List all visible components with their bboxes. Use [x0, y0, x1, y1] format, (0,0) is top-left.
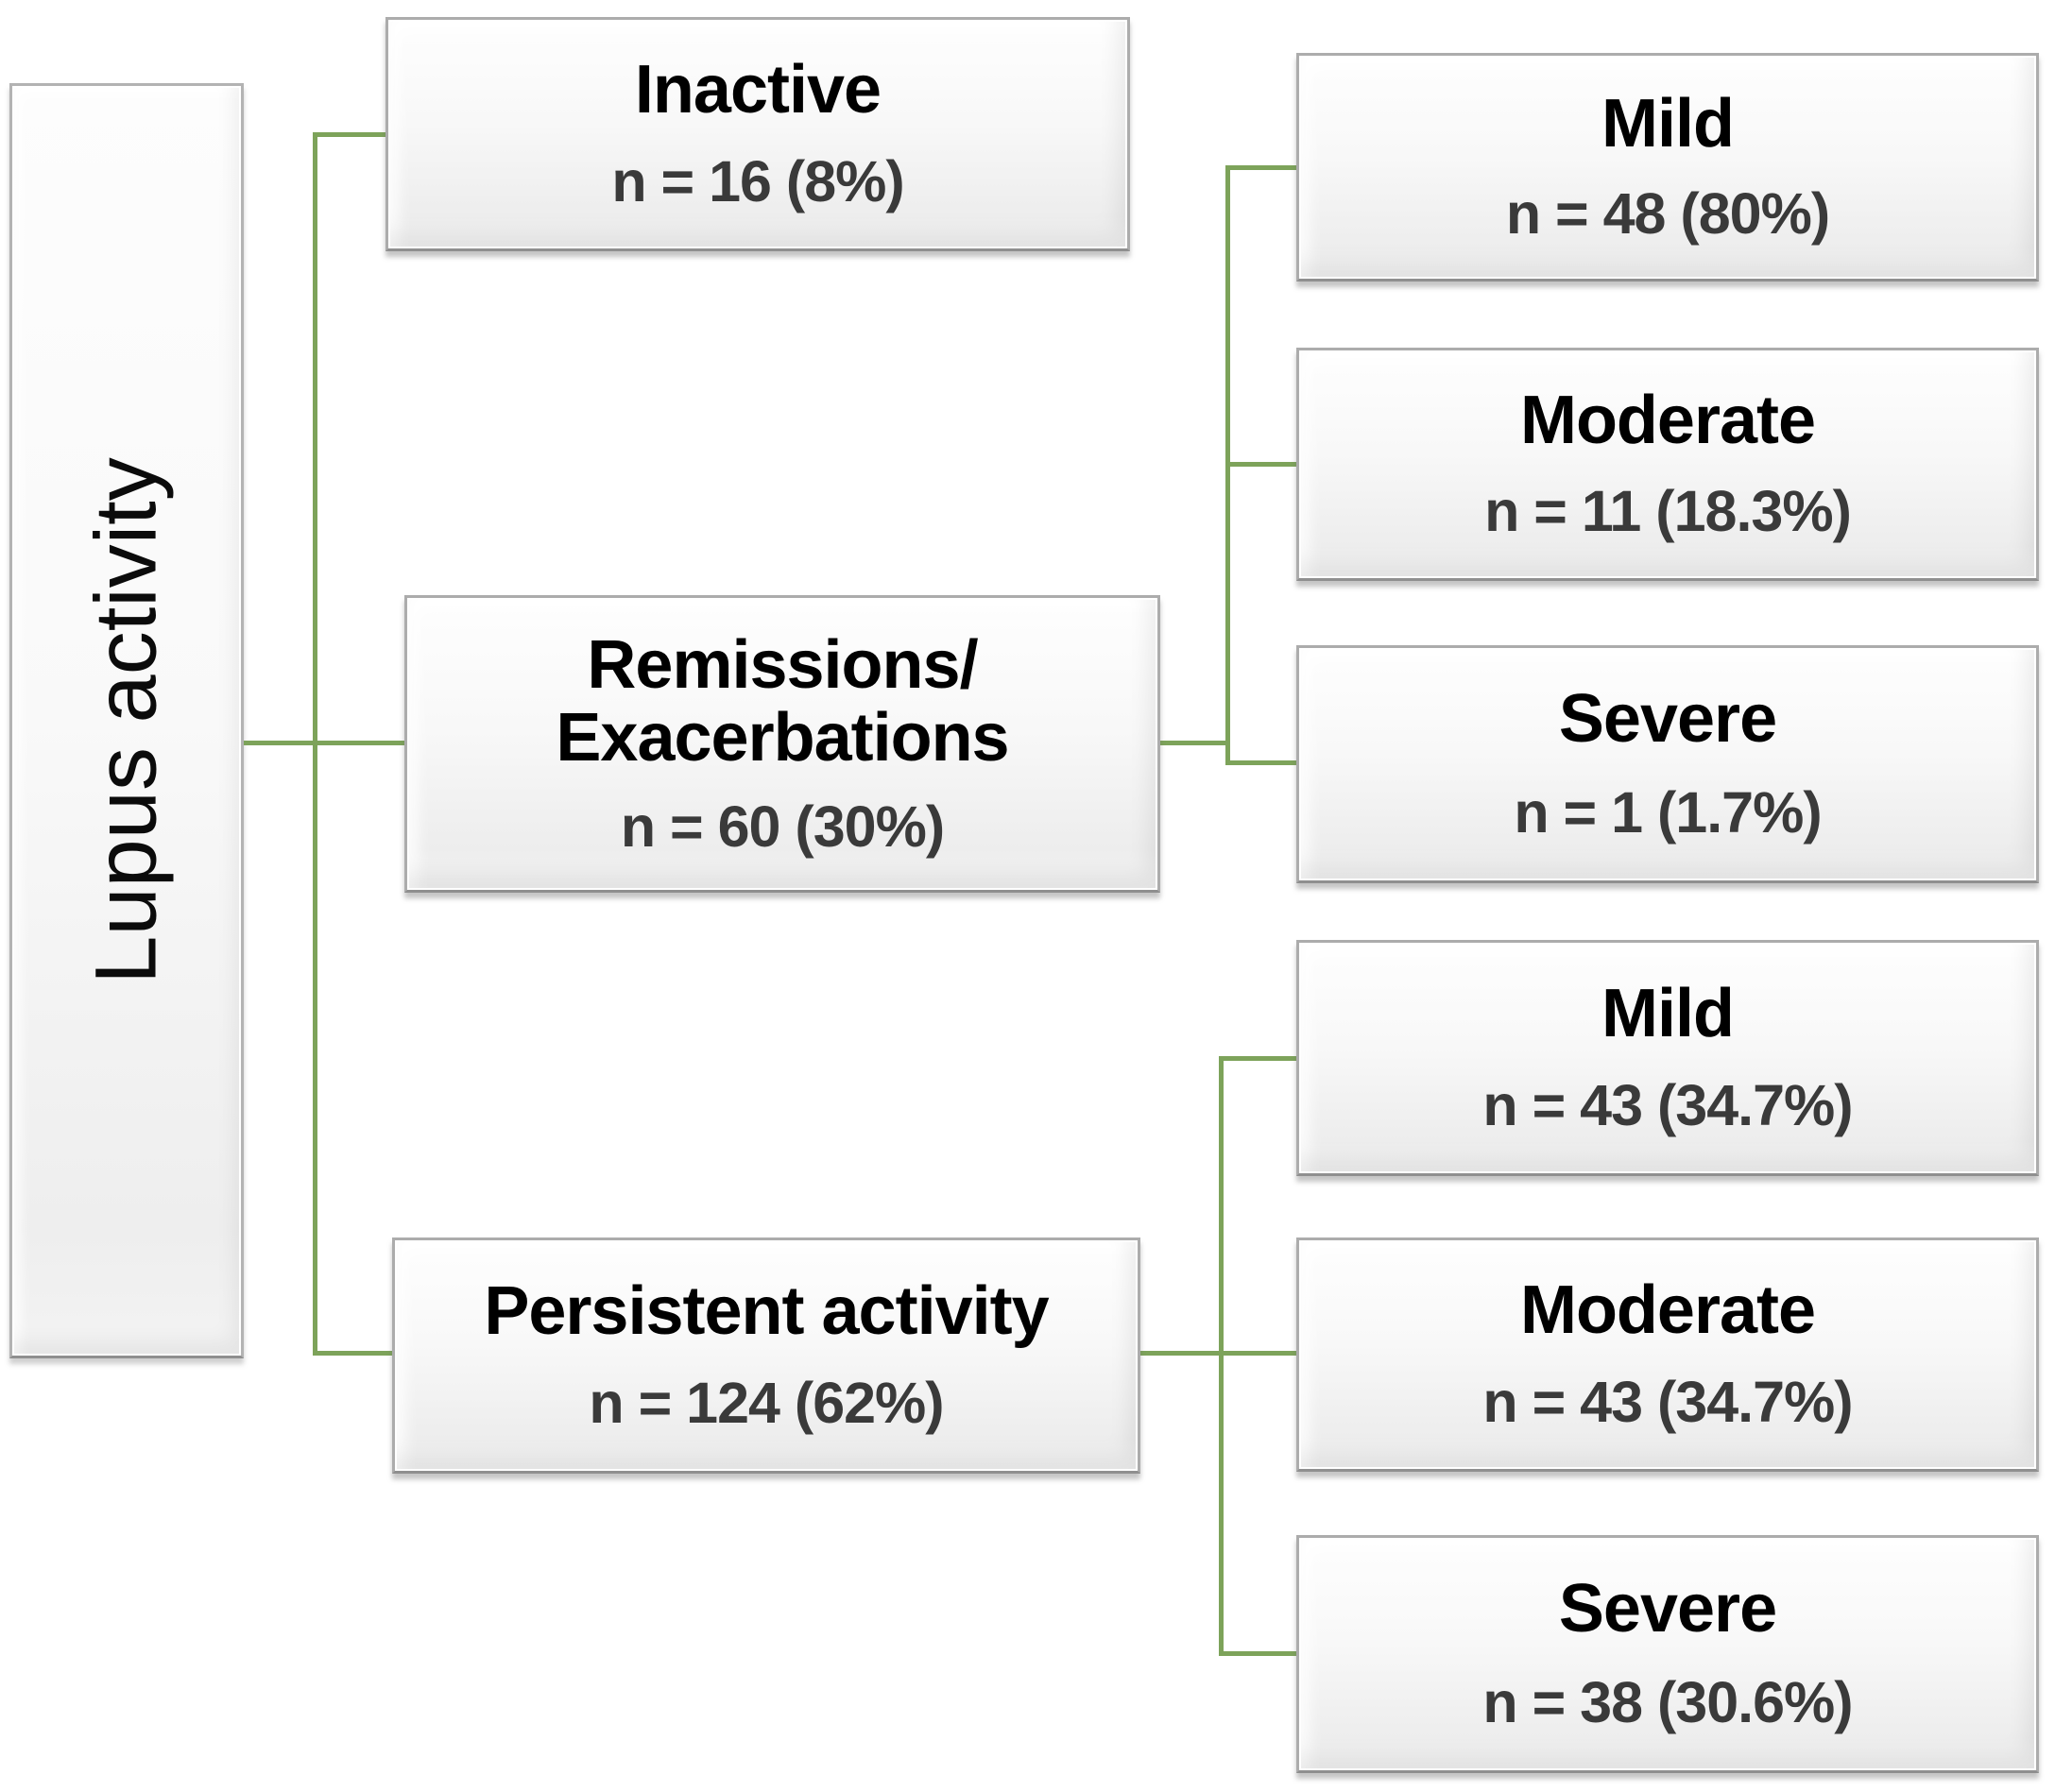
connector-stub-persistent [313, 1351, 395, 1356]
leaf-node-title: Severe [1558, 1571, 1777, 1647]
connector-stub-mild-2 [1219, 1056, 1299, 1061]
leaf-node-title: Mild [1601, 975, 1735, 1051]
branch-node-remissions-title-line-1: Remissions/ [587, 626, 978, 703]
branch-node-remissions-title-line-2: Exacerbations [556, 700, 1009, 777]
leaf-node-title: Severe [1558, 681, 1777, 758]
root-node-lupus-activity: Lupus activity [9, 83, 244, 1358]
branch-node-remissions-exacerbations: Remissions/ Exacerbations n = 60 (30%) [404, 595, 1160, 893]
connector-left-trunk [313, 132, 317, 1356]
leaf-node-remissions-severe: Severe n = 1 (1.7%) [1296, 645, 2039, 883]
branch-node-persistent-value: n = 124 (62%) [589, 1371, 944, 1436]
connector-stub-mild-1 [1225, 165, 1299, 170]
leaf-node-value: n = 48 (80%) [1505, 180, 1830, 246]
connector-stub-inactive [313, 132, 388, 137]
branch-node-inactive: Inactive n = 16 (8%) [385, 17, 1130, 251]
branch-node-persistent-title: Persistent activity [484, 1272, 1049, 1349]
connector-right-bottom-trunk [1219, 1056, 1224, 1656]
connector-stub-severe-1 [1225, 760, 1299, 765]
branch-node-remissions-title: Remissions/ Exacerbations [556, 626, 1009, 777]
leaf-node-value: n = 11 (18.3%) [1484, 479, 1852, 544]
branch-node-remissions-value: n = 60 (30%) [620, 794, 945, 859]
leaf-node-title: Moderate [1519, 1272, 1816, 1349]
connector-stub-moderate-1 [1225, 462, 1299, 467]
branch-node-persistent-activity: Persistent activity n = 124 (62%) [392, 1237, 1140, 1474]
connector-stub-moderate-2 [1219, 1351, 1299, 1356]
branch-node-inactive-title: Inactive [634, 52, 882, 128]
leaf-node-value: n = 38 (30.6%) [1482, 1669, 1853, 1734]
leaf-node-title: Mild [1601, 86, 1735, 162]
leaf-node-persistent-severe: Severe n = 38 (30.6%) [1296, 1535, 2039, 1773]
leaf-node-persistent-moderate: Moderate n = 43 (34.7%) [1296, 1237, 2039, 1472]
connector-remissions-to-trunk [1160, 741, 1230, 745]
connector-stub-severe-2 [1219, 1651, 1299, 1656]
leaf-node-persistent-mild: Mild n = 43 (34.7%) [1296, 940, 2039, 1176]
leaf-node-remissions-moderate: Moderate n = 11 (18.3%) [1296, 348, 2039, 581]
leaf-node-value: n = 43 (34.7%) [1482, 1369, 1853, 1434]
leaf-node-value: n = 1 (1.7%) [1514, 779, 1822, 845]
connector-persistent-to-trunk [1140, 1351, 1224, 1356]
root-node-label: Lupus activity [77, 457, 175, 984]
leaf-node-remissions-mild: Mild n = 48 (80%) [1296, 53, 2039, 282]
connector-root-to-remissions [244, 741, 404, 745]
leaf-node-title: Moderate [1519, 382, 1816, 458]
leaf-node-value: n = 43 (34.7%) [1482, 1073, 1853, 1138]
branch-node-inactive-value: n = 16 (8%) [611, 148, 904, 213]
